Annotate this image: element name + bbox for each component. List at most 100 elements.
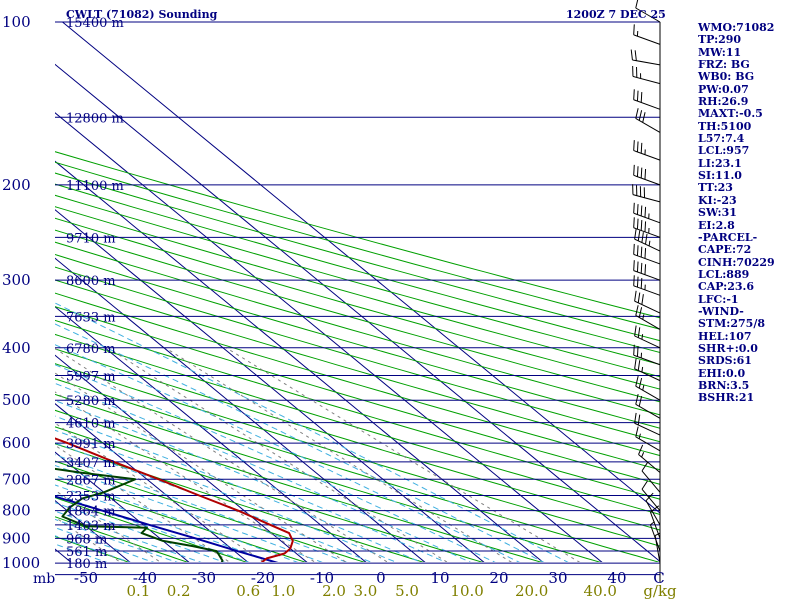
height-label: 3407 m [66, 456, 116, 471]
barb-flag [634, 228, 637, 240]
barb-half-flag [641, 452, 645, 458]
index-item: TH:5100 [698, 119, 752, 133]
index-item: WB0: BG [698, 70, 755, 84]
temperature-trace [55, 437, 294, 562]
barb-flag [633, 344, 635, 356]
moist-adiabat-line [55, 510, 202, 562]
barb-flag [635, 305, 639, 316]
mixing-ratio-line [55, 347, 389, 562]
height-label: 4610 m [66, 417, 116, 432]
index-item: CINH:70229 [698, 255, 775, 269]
height-label: 7633 m [66, 310, 116, 325]
barb-flag [633, 260, 635, 271]
mixing-ratio-line [107, 347, 448, 562]
index-item: LCL:957 [698, 144, 750, 158]
index-item: -WIND- [698, 304, 744, 318]
pressure-label: 200 [2, 176, 31, 194]
wind-barb [645, 492, 661, 526]
moist-adiabat-line [55, 323, 545, 562]
height-label: 2353 m [66, 490, 116, 505]
pressure-label: 800 [2, 502, 31, 520]
height-label: 5280 m [66, 394, 116, 409]
index-item: LCL:889 [698, 267, 750, 281]
wind-barb [635, 375, 661, 401]
temperature-tick-label: -30 [192, 569, 216, 587]
dry-adiabat-line [55, 478, 307, 562]
mixing-ratio-tick-label: 10.0 [450, 582, 483, 600]
index-item: BSHR:21 [698, 391, 755, 405]
temperature-tick-label: -20 [251, 569, 275, 587]
index-item: L57:7.4 [698, 132, 745, 146]
barb-half-flag [642, 385, 645, 391]
wind-barb [634, 228, 661, 252]
isotherm-line [55, 209, 485, 562]
barb-flag [644, 221, 647, 232]
index-item: HEL:107 [698, 329, 752, 343]
barb-staff [634, 238, 661, 252]
moist-adiabat-line [55, 382, 472, 562]
wind-barb [633, 217, 661, 238]
wind-barb [633, 243, 661, 265]
pressure-label: 900 [2, 529, 31, 547]
wind-barbs [630, 0, 661, 564]
dry-adiabat-line [55, 241, 660, 416]
barb-flag [641, 294, 644, 305]
barb-staff [633, 285, 661, 296]
barb-staff [633, 174, 661, 186]
isotherm-line [62, 22, 660, 514]
barb-flag [636, 90, 639, 102]
barb-flag [638, 396, 643, 407]
index-item: MW:11 [698, 45, 742, 59]
barb-flag [650, 505, 660, 513]
wind-barb [633, 140, 661, 161]
height-label: 2867 m [66, 473, 116, 488]
moist-adiabat-line [55, 535, 131, 562]
barb-staff [635, 7, 661, 23]
dewpoint-trace [55, 467, 224, 562]
height-label: 12800 m [66, 111, 124, 126]
barb-flag [641, 232, 644, 243]
dry-adiabat-line [55, 266, 660, 443]
mixing-ratio-tick-label: 0.6 [236, 582, 260, 600]
moist-adiabat-line [55, 344, 520, 562]
barb-staff [633, 270, 661, 281]
barb-half-flag [648, 240, 651, 247]
isotherm-line [55, 257, 426, 562]
isotherm-line [55, 112, 603, 562]
moist-adiabat-line [55, 302, 569, 562]
pressure-label: 600 [2, 434, 31, 452]
dry-adiabat-line [55, 292, 660, 471]
temperature-tick-label: 10 [430, 569, 449, 587]
dry-adiabat-line [55, 229, 660, 403]
temperature-tick-label: 20 [489, 569, 508, 587]
dry-adiabat-line [55, 363, 660, 547]
temperature-tick-label: 40 [607, 569, 626, 587]
dry-adiabat-line [55, 348, 660, 531]
index-item: CAPE:72 [698, 243, 752, 257]
wind-barb [634, 290, 661, 314]
mixing-ratio-line [55, 372, 347, 562]
isobar-lines [55, 21, 661, 582]
temperature-axis-labels: mb -50 -40 -30 -20 -10 0 10 20 30 40 C [33, 569, 665, 587]
index-item: EHI:0.0 [698, 366, 746, 380]
pressure-label: 500 [2, 391, 31, 409]
barb-flag [637, 360, 641, 371]
barb-staff [635, 385, 661, 401]
barb-flag [636, 245, 639, 256]
wind-barb [635, 394, 661, 419]
barb-flag [644, 264, 647, 275]
pressure-label: 700 [2, 470, 31, 488]
index-item: RH:26.9 [698, 95, 749, 109]
barb-flag [644, 206, 647, 218]
barb-flag [636, 346, 639, 357]
barb-half-flag [641, 366, 644, 373]
barb-flag [636, 261, 639, 272]
temperature-tick-label: -10 [310, 569, 334, 587]
index-item: LFC:-1 [698, 292, 739, 306]
mixing-ratio-tick-label: 0.2 [167, 582, 191, 600]
height-label: 15400 m [66, 16, 124, 31]
wind-barb [633, 260, 661, 281]
barb-staff [654, 535, 661, 564]
mixing-ratio-tick-label: 1.0 [271, 582, 295, 600]
barb-half-flag [638, 433, 641, 439]
